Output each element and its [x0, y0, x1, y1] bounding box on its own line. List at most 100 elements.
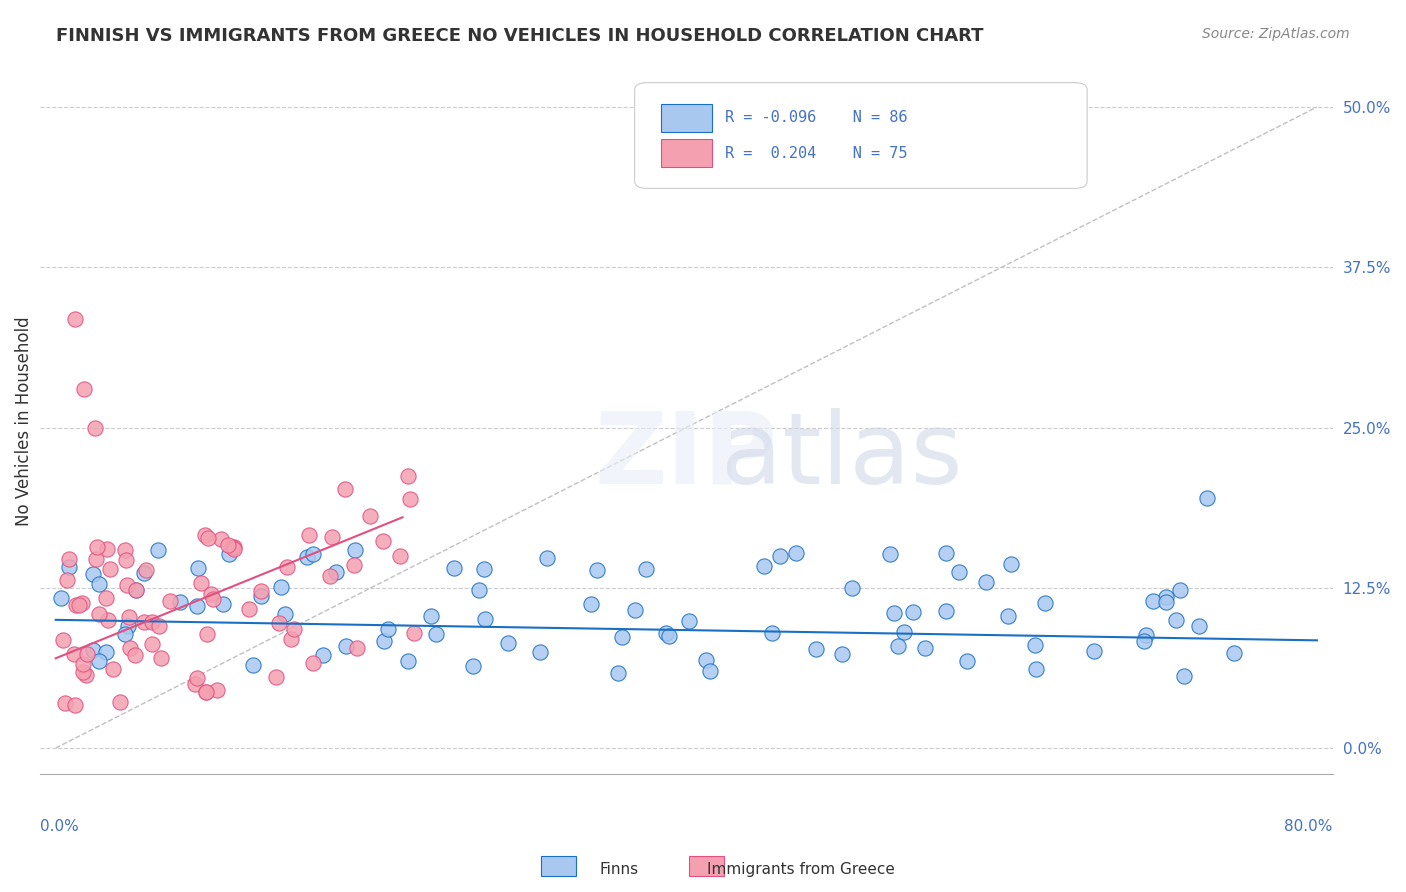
FancyBboxPatch shape — [541, 856, 576, 876]
Point — [238, 602, 260, 616]
Point — [63, 698, 86, 713]
Text: R = -0.096    N = 86: R = -0.096 N = 86 — [725, 111, 908, 126]
Point — [312, 648, 335, 662]
Point — [280, 632, 302, 646]
Point — [624, 603, 647, 617]
Point — [190, 576, 212, 591]
Point — [148, 619, 170, 633]
Point — [399, 491, 422, 506]
Point — [132, 615, 155, 629]
Point — [496, 636, 519, 650]
Point — [956, 654, 979, 668]
Point — [149, 651, 172, 665]
Point — [118, 641, 141, 656]
Point — [187, 561, 209, 575]
Point — [935, 603, 957, 617]
Point — [396, 654, 419, 668]
Point — [97, 613, 120, 627]
Point — [610, 631, 633, 645]
Point — [1000, 557, 1022, 571]
Point — [212, 597, 235, 611]
Point — [536, 550, 558, 565]
Point — [87, 654, 110, 668]
Point — [86, 541, 108, 555]
Point — [242, 657, 264, 672]
Point — [124, 582, 146, 597]
Point — [581, 597, 603, 611]
Point — [879, 547, 901, 561]
Point — [63, 311, 86, 326]
Point — [893, 624, 915, 639]
Point — [359, 508, 381, 523]
Point — [883, 606, 905, 620]
Point — [974, 575, 997, 590]
Point — [425, 626, 447, 640]
Point — [62, 647, 84, 661]
Point — [202, 592, 225, 607]
Point — [443, 560, 465, 574]
Text: Source: ZipAtlas.com: Source: ZipAtlas.com — [1202, 27, 1350, 41]
Text: Finns: Finns — [599, 863, 638, 877]
Point — [402, 625, 425, 640]
Point — [159, 594, 181, 608]
Point — [124, 648, 146, 663]
Point — [373, 633, 395, 648]
Point — [75, 668, 97, 682]
Point — [267, 615, 290, 630]
Point — [1135, 628, 1157, 642]
Point — [108, 695, 131, 709]
Point — [761, 626, 783, 640]
Point — [658, 629, 681, 643]
Point — [785, 546, 807, 560]
Point — [903, 605, 925, 619]
Point — [831, 647, 853, 661]
Point — [887, 639, 910, 653]
Point — [1156, 590, 1178, 604]
Point — [841, 581, 863, 595]
Point — [114, 627, 136, 641]
Text: 80.0%: 80.0% — [1285, 819, 1333, 833]
Point — [1142, 594, 1164, 608]
Point — [529, 645, 551, 659]
Point — [49, 591, 72, 605]
Text: FINNISH VS IMMIGRANTS FROM GREECE NO VEHICLES IN HOUSEHOLD CORRELATION CHART: FINNISH VS IMMIGRANTS FROM GREECE NO VEH… — [56, 27, 984, 45]
FancyBboxPatch shape — [634, 83, 1087, 188]
Point — [769, 549, 792, 563]
Point — [146, 543, 169, 558]
Point — [295, 550, 318, 565]
Point — [114, 543, 136, 558]
Point — [396, 469, 419, 483]
Point — [195, 685, 218, 699]
Point — [302, 656, 325, 670]
Point — [82, 566, 104, 581]
Point — [101, 662, 124, 676]
Point — [169, 594, 191, 608]
Point — [72, 596, 94, 610]
Point — [655, 626, 678, 640]
Point — [1025, 662, 1047, 676]
Point — [222, 541, 245, 556]
Point — [200, 586, 222, 600]
Point — [344, 543, 367, 558]
Point — [197, 532, 219, 546]
Point — [55, 573, 77, 587]
Point — [186, 599, 208, 614]
Point — [343, 558, 366, 573]
Point — [474, 612, 496, 626]
Point — [98, 562, 121, 576]
Point — [377, 623, 399, 637]
Point — [67, 598, 90, 612]
Point — [87, 577, 110, 591]
Point — [115, 578, 138, 592]
Point — [94, 591, 117, 605]
Point — [1035, 596, 1057, 610]
Point — [195, 685, 218, 699]
Point — [84, 551, 107, 566]
Point — [82, 643, 104, 657]
Point — [84, 420, 107, 434]
Point — [634, 562, 657, 576]
Point — [94, 645, 117, 659]
Point — [1133, 634, 1156, 648]
FancyBboxPatch shape — [661, 103, 713, 132]
Point — [420, 609, 443, 624]
